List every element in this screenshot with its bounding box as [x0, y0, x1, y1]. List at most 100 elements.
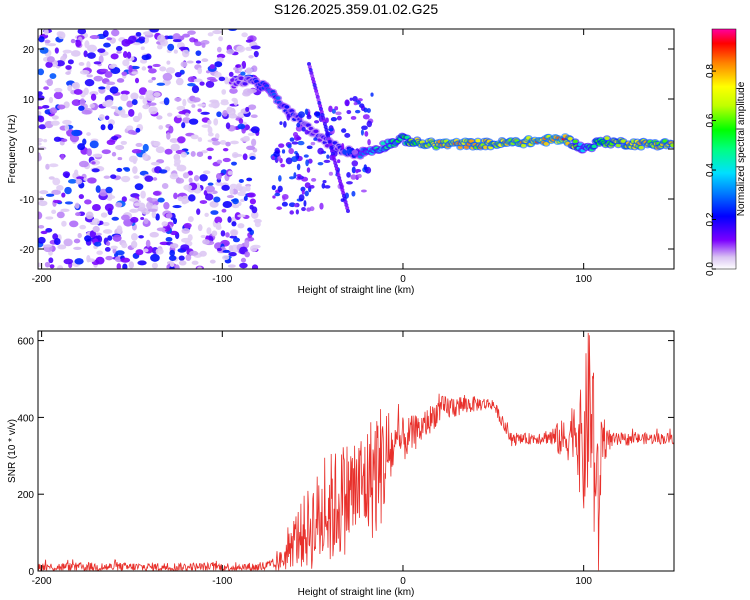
- colorbar-tick-label: 0.8: [705, 64, 716, 78]
- noise-blob: [99, 68, 109, 73]
- noise-blob: [79, 224, 87, 230]
- noise-blob: [118, 106, 123, 111]
- noise-blob: [225, 232, 230, 238]
- noise-blob: [106, 139, 116, 145]
- colorbar-tick-label: 0.2: [705, 212, 716, 226]
- noise-blob: [73, 89, 83, 95]
- noise-blob: [73, 246, 82, 251]
- noise-blob: [205, 185, 216, 193]
- branch-blob: [294, 203, 298, 208]
- noise-blob: [197, 108, 202, 113]
- x-tick-label: -100: [212, 576, 232, 587]
- noise-blob: [182, 33, 190, 38]
- noise-blob: [146, 201, 154, 210]
- noise-blob: [152, 177, 158, 181]
- noise-blob: [228, 29, 238, 32]
- noise-blob: [244, 239, 250, 247]
- streak-blob: [312, 83, 317, 87]
- noise-blob: [240, 71, 246, 76]
- branch-blob: [351, 190, 356, 197]
- noise-blob: [180, 151, 188, 158]
- noise-blob: [145, 90, 155, 98]
- noise-blob: [163, 97, 170, 106]
- noise-blob: [174, 158, 181, 165]
- branch-blob: [362, 114, 370, 120]
- noise-blob: [78, 160, 89, 168]
- spectrogram-xlabel: Height of straight line (km): [298, 285, 415, 296]
- y-tick-label: -10: [20, 195, 35, 206]
- noise-blob: [250, 126, 260, 134]
- branch-blob: [276, 206, 283, 210]
- noise-blob: [38, 211, 43, 220]
- noise-blob: [153, 141, 161, 147]
- noise-blob: [237, 223, 245, 229]
- noise-blob: [142, 97, 148, 105]
- noise-blob: [241, 60, 247, 69]
- streak-blob: [332, 158, 337, 162]
- noise-blob: [168, 255, 177, 262]
- noise-blob: [180, 61, 188, 68]
- streak-blob: [342, 194, 347, 198]
- noise-blob: [182, 49, 190, 58]
- streak-blob: [339, 185, 344, 189]
- branch-blob: [296, 173, 302, 178]
- noise-blob: [53, 237, 61, 246]
- branch-blob: [304, 190, 309, 197]
- noise-blob: [120, 93, 129, 102]
- streak-blob: [322, 119, 327, 123]
- branch-blob: [363, 164, 367, 171]
- noise-blob: [207, 119, 212, 125]
- branch-blob: [272, 195, 276, 199]
- streak-blob: [335, 170, 340, 174]
- noise-blob: [244, 251, 250, 258]
- streak-blob: [314, 89, 319, 93]
- noise-blob: [231, 229, 238, 237]
- noise-blob: [61, 192, 66, 198]
- noise-blob: [254, 221, 261, 228]
- noise-blob: [235, 185, 243, 191]
- branch-blob: [309, 184, 315, 189]
- y-tick-label: -20: [20, 245, 35, 256]
- branch-blob: [307, 158, 313, 164]
- noise-blob: [186, 60, 194, 64]
- ridge-blob: [275, 96, 281, 100]
- noise-blob: [98, 55, 104, 64]
- noise-blob: [120, 257, 131, 263]
- noise-blob: [206, 227, 212, 235]
- branch-blob: [341, 143, 345, 150]
- noise-blob: [57, 244, 67, 250]
- branch-blob: [289, 137, 295, 142]
- noise-blob: [93, 241, 102, 247]
- noise-blob: [51, 189, 61, 195]
- y-tick-label: 20: [23, 45, 35, 56]
- noise-blob: [73, 238, 81, 244]
- noise-blob: [109, 86, 119, 94]
- colorbar-tick-label: 0.4: [705, 163, 716, 177]
- noise-blob: [231, 161, 237, 166]
- noise-blob: [103, 175, 111, 179]
- noise-blob: [129, 198, 139, 202]
- y-tick-label: 0: [28, 567, 34, 578]
- noise-blob: [232, 204, 240, 209]
- noise-blob: [172, 33, 181, 41]
- noise-blob: [50, 120, 60, 126]
- noise-blob: [54, 87, 63, 93]
- noise-blob: [116, 225, 123, 234]
- branch-blob: [351, 149, 359, 155]
- streak-blob: [336, 173, 341, 177]
- noise-blob: [107, 235, 113, 241]
- noise-blob: [182, 98, 187, 107]
- noise-blob: [62, 119, 72, 125]
- branch-blob: [306, 145, 313, 150]
- branch-blob: [317, 147, 324, 155]
- noise-blob: [45, 193, 55, 197]
- streak-blob: [334, 167, 339, 171]
- noise-blob: [152, 63, 161, 68]
- noise-blob: [161, 221, 168, 227]
- noise-blob: [200, 234, 207, 239]
- noise-blob: [104, 71, 113, 78]
- noise-blob: [151, 76, 156, 81]
- noise-blob: [71, 99, 82, 107]
- noise-blob: [156, 227, 166, 232]
- noise-blob: [212, 29, 223, 35]
